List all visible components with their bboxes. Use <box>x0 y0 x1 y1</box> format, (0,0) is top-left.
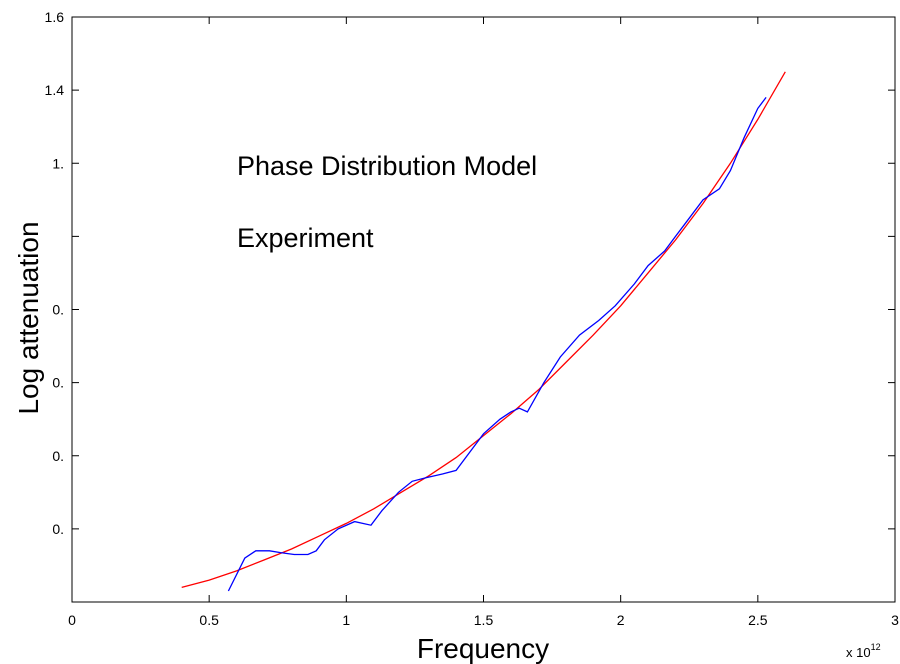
legend-label: Experiment <box>237 223 374 253</box>
x-multiplier-label: x 1012 <box>846 642 881 660</box>
x-tick-label: 0 <box>68 612 76 628</box>
x-tick-label: 2.5 <box>748 612 768 628</box>
x-axis-ticks: 0 0.5 1 1.5 2 2.5 3 <box>68 17 899 628</box>
x-tick-label: 1 <box>342 612 350 628</box>
y-tick-label: 1.4 <box>45 82 65 98</box>
x-tick-label: 2 <box>617 612 625 628</box>
y-tick-label: 0. <box>52 521 64 537</box>
y-tick-label: 0. <box>52 448 64 464</box>
x-tick-label: 3 <box>891 612 899 628</box>
x-axis-title: Frequency <box>417 633 549 664</box>
y-axis-title: Log attenuation <box>13 221 44 414</box>
series-layer <box>181 71 786 592</box>
x-tick-label: 1.5 <box>474 612 494 628</box>
y-axis-ticks: 0. 0. 0. 0. 1. 1.4 1.6 <box>45 9 895 537</box>
plot-area <box>71 16 896 603</box>
y-tick-label: 0. <box>52 302 64 318</box>
y-tick-label: 0. <box>52 375 64 391</box>
y-tick-label: 1. <box>52 155 64 171</box>
y-tick-label: 1.6 <box>45 9 65 25</box>
x-multiplier-exponent: 12 <box>871 642 881 652</box>
x-multiplier-base: x 10 <box>846 645 871 660</box>
legend-label: Phase Distribution Model <box>237 151 537 181</box>
x-tick-label: 0.5 <box>199 612 219 628</box>
legend: Phase Distribution Model Experiment <box>237 151 537 253</box>
series-line-experiment <box>227 97 767 592</box>
